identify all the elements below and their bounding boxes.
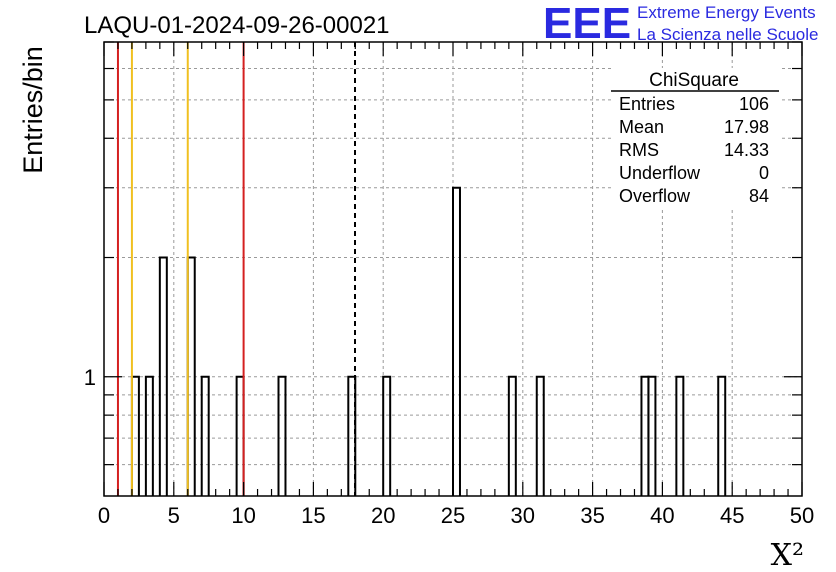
x-tick-labels: 0 5 10 15 20 25 30 35 40 45 50 (98, 503, 814, 528)
histogram-bar (144, 375, 154, 496)
stats-value-underflow: 0 (759, 163, 769, 183)
chart-title: LAQU-01-2024-09-26-00021 (84, 12, 390, 39)
stats-label-mean: Mean (619, 117, 664, 137)
stats-label-entries: Entries (619, 94, 675, 114)
histogram-bar (200, 375, 210, 496)
x-tick-label: 40 (650, 503, 674, 528)
x-tick-label: 0 (98, 503, 110, 528)
stats-box: ChiSquare Entries 106 Mean 17.98 RMS 14.… (611, 68, 779, 210)
x-axis-label: X² (771, 538, 804, 572)
histogram-bar (507, 375, 517, 496)
histogram-bar (277, 375, 287, 496)
histogram-bar (158, 256, 168, 496)
eee-logo-mark: EEE (543, 0, 631, 48)
stats-value-mean: 17.98 (724, 117, 769, 137)
histogram-bar (382, 375, 392, 496)
histogram-bar (717, 375, 727, 496)
x-tick-label: 5 (168, 503, 180, 528)
x-tick-label: 10 (231, 503, 255, 528)
stats-label-rms: RMS (619, 140, 659, 160)
y-tick-labels: 1 (84, 365, 96, 390)
x-tick-label: 25 (441, 503, 465, 528)
histogram-bar (452, 186, 461, 496)
stats-title: ChiSquare (649, 70, 739, 91)
logo-line-2: La Scienza nelle Scuole (637, 25, 818, 44)
x-tick-label: 30 (511, 503, 535, 528)
x-tick-label: 45 (720, 503, 744, 528)
stats-label-overflow: Overflow (619, 186, 691, 206)
stats-value-entries: 106 (739, 94, 769, 114)
y-axis-label: Entries/bin (18, 46, 48, 174)
histogram-bar (535, 375, 545, 496)
histogram-bar (675, 375, 685, 496)
stats-label-underflow: Underflow (619, 163, 701, 183)
x-tick-label: 15 (301, 503, 325, 528)
marker-lines (116, 42, 357, 496)
axis-ticks (103, 41, 803, 496)
y-tick-label: 1 (84, 365, 96, 390)
stats-value-overflow: 84 (749, 186, 769, 206)
x-tick-label: 50 (790, 503, 814, 528)
histogram-bar (647, 375, 657, 496)
histogram-bar (347, 375, 357, 496)
stats-value-rms: 14.33 (724, 140, 769, 160)
x-tick-label: 20 (371, 503, 395, 528)
eee-logo: EEE Extreme Energy Events La Scienza nel… (543, 0, 818, 48)
x-tick-label: 35 (580, 503, 604, 528)
logo-line-1: Extreme Energy Events (637, 3, 816, 22)
